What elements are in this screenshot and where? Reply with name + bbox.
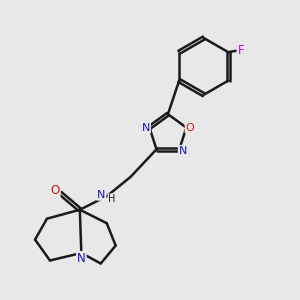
Text: O: O — [186, 123, 194, 133]
Text: O: O — [50, 184, 60, 197]
Text: H: H — [108, 194, 116, 204]
Text: N: N — [77, 252, 86, 265]
Text: F: F — [238, 44, 244, 57]
Text: N: N — [97, 190, 106, 200]
Text: N: N — [179, 146, 187, 156]
Text: N: N — [142, 123, 150, 133]
